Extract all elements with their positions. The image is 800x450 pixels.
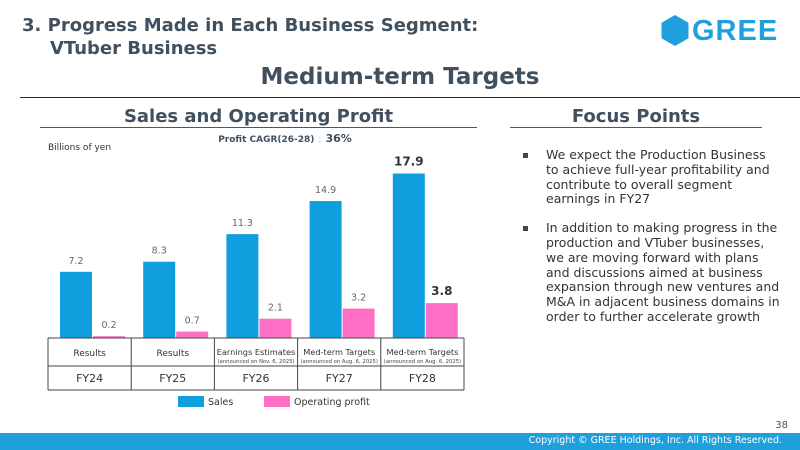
fiscal-year-label: FY24 [76,372,103,385]
gree-logo: GREE [660,14,778,48]
operating-profit-value-label: 3.8 [431,284,452,298]
bullet-square-icon [523,226,528,232]
section-title-line1: 3. Progress Made in Each Business Segmen… [22,15,479,36]
legend-operating-profit-swatch [264,396,290,407]
category-note: (announced on Aug. 6, 2025) [300,359,377,365]
category-note: (announced on Aug. 6, 2025) [384,359,461,365]
sales-bar [392,173,425,338]
focus-point-item: In addition to making progress in the pr… [520,220,782,325]
chart-heading-underline [40,127,477,128]
focus-heading-underline [510,127,762,128]
operating-profit-bar [176,331,209,338]
sales-value-label: 11.3 [232,218,253,229]
fiscal-year-label: FY28 [409,372,436,385]
sales-value-label: 8.3 [152,246,167,257]
fiscal-year-label: FY25 [159,372,186,385]
sales-bar [226,234,259,338]
hexagon-logo-icon [661,15,689,46]
focus-point-text: In addition to making progress in the pr… [546,220,780,324]
legend-operating-profit-label: Operating profit [294,397,370,408]
operating-profit-bar [259,318,292,338]
category-label: Results [73,349,106,359]
cagr-value: 36% [325,132,352,145]
category-label: Results [157,349,190,359]
page-title: Medium-term Targets [260,64,540,90]
section-title-line2: VTuber Business [50,38,218,59]
sales-value-label: 17.9 [394,155,424,169]
sales-bar [309,201,342,338]
category-label: Earnings Estimates [217,347,296,357]
operating-profit-bar [93,336,125,338]
focus-points-list: We expect the Production Business to ach… [520,147,782,339]
operating-profit-bar [425,303,458,338]
cagr-label-text: Profit CAGR(26-28) [218,135,315,145]
focus-point-item: We expect the Production Business to ach… [520,147,782,207]
operating-profit-bar [342,308,375,338]
profit-cagr-label: Profit CAGR(26-28):36% [170,132,400,145]
chart-section-heading: Sales and Operating Profit [123,106,394,127]
operating-profit-value-label: 2.1 [268,303,283,314]
legend-sales-label: Sales [208,397,233,408]
operating-profit-value-label: 0.2 [101,320,116,331]
bullet-square-icon [523,153,528,158]
unit-label: Billions of yen [48,143,112,153]
sales-value-label: 14.9 [315,185,336,196]
sales-value-label: 7.2 [68,256,83,267]
legend-sales-swatch [178,396,204,407]
title-divider [20,97,800,98]
focus-points-heading: Focus Points [571,106,701,127]
footer-bar: Copyright © GREE Holdings, Inc. All Righ… [0,433,800,450]
brand-name: GREE [692,15,779,47]
focus-point-text: We expect the Production Business to ach… [546,147,770,207]
sales-profit-bar-chart: 7.2 0.2 8.3 0.7 11.3 2.1 14.9 3.2 17.9 3.8 Results… [47,155,465,408]
page-number: 38 [775,420,788,431]
fiscal-year-label: FY26 [242,372,269,385]
category-label: Med-term Targets [303,347,375,357]
cagr-separator: : [318,135,322,145]
sales-bar [60,271,92,338]
copyright-text: Copyright © GREE Holdings, Inc. All Righ… [528,435,782,446]
category-label: Med-term Targets [386,347,458,357]
operating-profit-value-label: 0.7 [185,316,200,327]
fiscal-year-label: FY27 [326,372,353,385]
operating-profit-value-label: 3.2 [351,293,366,304]
category-note: (announced on Nov. 6, 2025) [217,359,294,365]
sales-bar [143,261,176,338]
